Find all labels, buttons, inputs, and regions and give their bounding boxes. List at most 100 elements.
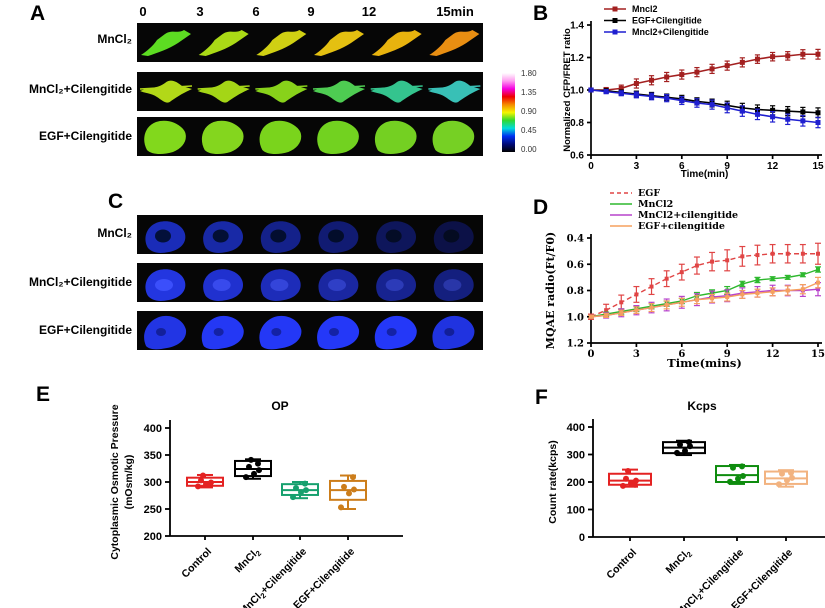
cell-image xyxy=(259,315,302,350)
series-EGF xyxy=(588,242,821,320)
panel-a-row-label-mncl2: MnCl₂ xyxy=(97,32,132,46)
axes xyxy=(587,234,822,347)
panel-a-strip-mncl2-cilengitide xyxy=(137,72,483,111)
box-MnCl₂ xyxy=(234,456,272,481)
panel-c-row-label-egf-cilengitide: EGF+Cilengitide xyxy=(38,323,132,337)
legend-label: Mncl2+Cilengitide xyxy=(632,27,709,37)
cell-image xyxy=(201,315,244,350)
panel-c-row-label-mncl2-cilengitide: MnCl₂+Cilengitide xyxy=(28,275,132,289)
legend-label: Mncl2 xyxy=(632,4,658,14)
strip-background xyxy=(137,263,483,302)
panel-b-label: B xyxy=(533,2,549,25)
cell-image xyxy=(312,80,366,103)
x-axis-title: Time(mins) xyxy=(667,356,742,370)
category-label: MnCl2 xyxy=(664,547,695,578)
cell-image xyxy=(260,269,301,301)
cell-image xyxy=(318,269,359,301)
y-axis-title: MQAE radio(Ft/F0) xyxy=(544,232,557,349)
category-label: Control xyxy=(604,547,639,582)
x-tick-label: 0 xyxy=(588,161,594,172)
box-MnCl₂+Cilengitide xyxy=(281,480,319,501)
panel-a-strip-mncl2 xyxy=(137,23,483,62)
cell-image xyxy=(376,221,417,253)
cell-image xyxy=(144,120,186,155)
series-Mncl2+Cilengitide xyxy=(588,87,821,129)
cell-image xyxy=(260,221,301,253)
cell-image xyxy=(370,80,423,103)
y-tick-label: 100 xyxy=(567,505,585,517)
cell-image xyxy=(141,30,191,56)
y-tick-label: 1.2 xyxy=(567,339,584,350)
colorbar-label-4: 0.45 xyxy=(521,126,537,135)
y-tick-label: 0.4 xyxy=(567,234,584,245)
time-label-15min: 15min xyxy=(436,4,474,19)
panel-a-row-label-egf-cilengitide: EGF+Cilengitide xyxy=(38,129,132,143)
y-tick-label: 200 xyxy=(144,531,162,543)
cell-image xyxy=(197,80,250,103)
cell-image xyxy=(317,120,359,155)
time-label-9: 9 xyxy=(307,4,315,19)
panel-a-row-label-mncl2-cilengitide: MnCl₂+Cilengitide xyxy=(28,82,132,96)
y-tick-label: 300 xyxy=(144,477,162,489)
time-label-6: 6 xyxy=(252,4,260,19)
cell-image xyxy=(144,315,187,350)
strip-background xyxy=(137,23,483,62)
panel-e-label: E xyxy=(36,383,51,406)
y-axis-title: (mOsm/kg) xyxy=(123,455,135,510)
y-tick-label: 1.2 xyxy=(570,53,584,64)
x-tick-label: 0 xyxy=(588,349,595,360)
panel-f-chart: 0 100 200 300 400 Kcps Count rate(kcps) Control… xyxy=(547,399,825,608)
cell-image xyxy=(374,315,417,350)
x-tick-label: 15 xyxy=(812,161,824,172)
cell-image xyxy=(256,30,307,56)
cell-image xyxy=(432,120,475,155)
y-tick-label: 0.8 xyxy=(567,286,584,297)
legend-label: EGF+cilengitide xyxy=(638,221,725,232)
y-tick-label: 350 xyxy=(144,450,162,462)
x-tick-label: 12 xyxy=(766,349,780,360)
cell-image xyxy=(201,120,244,155)
legend-label: EGF xyxy=(638,188,660,199)
cell-image xyxy=(376,269,417,301)
cell-image xyxy=(433,221,474,253)
y-tick-label: 1.4 xyxy=(570,21,584,32)
cell-image xyxy=(428,80,481,103)
y-tick-label: 0.8 xyxy=(570,118,584,129)
x-tick-label: 6 xyxy=(678,349,685,360)
chart-title: Kcps xyxy=(687,399,717,413)
box-MnCl₂ xyxy=(662,439,706,457)
panel-b-chart: 0.6 0.8 1.0 1.2 1.4 0 3 6 9 12 15 Time(min) Normaliz… xyxy=(562,4,824,180)
axes xyxy=(165,420,403,537)
strip-background xyxy=(137,117,483,156)
y-tick-label: 1.0 xyxy=(567,312,584,323)
box-EGF+Cilengitide xyxy=(764,469,808,488)
y-tick-label: 400 xyxy=(144,423,162,435)
series-EGF+cilengitide xyxy=(588,276,821,319)
chart-title: OP xyxy=(271,399,288,413)
fret-colorbar xyxy=(502,73,515,152)
panel-a-label: A xyxy=(30,2,46,25)
legend-label: MnCl2+cilengitide xyxy=(638,210,738,221)
x-tick-label: 3 xyxy=(634,161,640,172)
x-tick-label: 15 xyxy=(811,349,825,360)
y-axis-title: Count rate(kcps) xyxy=(547,440,559,523)
cell-image xyxy=(145,269,186,301)
panel-c-row-label-mncl2: MnCl₂ xyxy=(97,226,132,240)
panel-c-strip-mncl2-cilengitide xyxy=(137,263,483,302)
box-EGF+Cilengitide xyxy=(329,474,367,511)
x-tick-label: 3 xyxy=(633,349,640,360)
y-tick-label: 0 xyxy=(579,532,585,544)
panel-c-label: C xyxy=(108,190,124,213)
time-label-3: 3 xyxy=(196,4,204,19)
category-label: MnCl2 xyxy=(233,546,264,577)
time-label-0: 0 xyxy=(139,4,147,19)
y-axis-title: Normalized CFP/FRET ratio xyxy=(562,28,573,152)
y-tick-label: 0.6 xyxy=(570,151,584,162)
y-axis-title: Cytoplasmic Osmotic Pressure xyxy=(109,404,121,559)
cell-image xyxy=(317,315,360,350)
cell-image xyxy=(145,221,186,253)
panel-e-chart: 200 250 300 350 400 OP Cytoplasmic Osmotic Pre… xyxy=(109,399,403,608)
